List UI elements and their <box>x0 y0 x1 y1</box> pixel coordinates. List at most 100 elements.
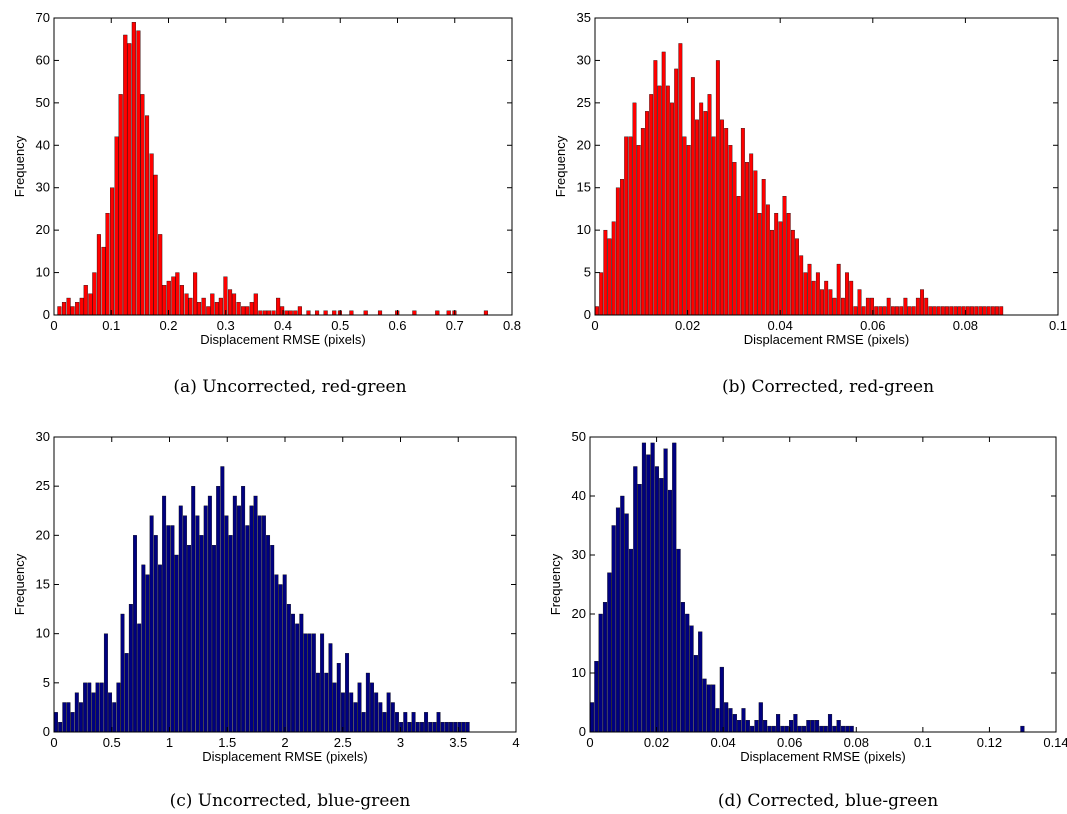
histogram-bar <box>320 633 325 733</box>
histogram-bar <box>840 297 845 316</box>
histogram-bar <box>162 285 167 316</box>
histogram-bar <box>611 221 616 316</box>
histogram-bar <box>444 721 449 733</box>
histogram-bar <box>245 306 250 316</box>
histogram-bar <box>745 720 750 733</box>
histogram-bar <box>141 564 146 733</box>
histogram-bar <box>665 85 670 316</box>
histogram-bar <box>58 721 63 733</box>
histogram-bar <box>689 625 694 733</box>
y-tick-label: 0 <box>43 724 50 739</box>
histogram-bar <box>753 170 758 316</box>
caption-a: (a) Uncorrected, red-green <box>173 377 406 397</box>
histogram-bar <box>197 302 202 316</box>
histogram-bar <box>124 653 129 733</box>
histogram-bar <box>249 302 254 316</box>
histogram-bar <box>836 720 841 733</box>
x-tick-label: 2 <box>281 735 288 750</box>
histogram-bar <box>770 229 774 316</box>
y-tick-label: 40 <box>36 137 50 152</box>
histogram-bar <box>602 602 608 733</box>
histogram-bar <box>284 310 289 316</box>
histogram-bar <box>940 306 945 316</box>
histogram-bar <box>270 544 275 733</box>
histogram-bar <box>178 505 183 733</box>
x-tick-label: 1.5 <box>218 735 236 750</box>
histogram-bar <box>736 196 741 316</box>
histogram-bar <box>711 684 716 733</box>
histogram-bar <box>659 478 664 733</box>
histogram-bar <box>70 712 75 733</box>
x-tick-label: 1 <box>166 735 173 750</box>
histogram-bar <box>363 310 368 316</box>
histogram-bar <box>758 702 763 733</box>
histogram-bar <box>149 153 154 316</box>
histogram-bar <box>278 584 283 733</box>
histogram-bar <box>761 179 766 316</box>
histogram-bar <box>61 302 67 316</box>
histogram-bar <box>88 293 93 316</box>
x-tick-label: 0.7 <box>446 318 464 333</box>
histogram-bar <box>95 682 100 733</box>
y-tick-label: 40 <box>572 488 586 503</box>
x-tick-label: 0 <box>586 735 593 750</box>
histogram-bar <box>845 725 850 733</box>
histogram-bar <box>799 255 804 316</box>
histogram-bar <box>399 721 404 733</box>
y-tick-label: 50 <box>572 429 586 444</box>
x-tick-label: 0.04 <box>768 318 793 333</box>
histogram-bar <box>819 725 824 733</box>
histogram-bar <box>907 306 912 316</box>
x-tick-label: 0 <box>50 735 57 750</box>
histogram-bar <box>207 495 212 733</box>
histogram-bar <box>878 306 883 316</box>
histogram-bar <box>261 515 266 733</box>
x-tick-label: 2.5 <box>334 735 352 750</box>
histogram-bar <box>218 297 223 316</box>
histogram-bar <box>74 692 79 733</box>
histogram-bar <box>412 310 417 316</box>
histogram-bar <box>241 485 246 733</box>
histogram-bar <box>628 548 634 733</box>
histogram-bar <box>776 714 781 733</box>
histogram-bar <box>253 293 258 316</box>
histogram-bar <box>276 297 281 316</box>
histogram-bar <box>220 466 225 733</box>
histogram-bar <box>191 485 196 733</box>
caption-c: (c) Uncorrected, blue-green <box>170 791 411 811</box>
x-tick-label: 0.08 <box>844 735 869 750</box>
histogram-bar <box>603 229 608 316</box>
y-tick-label: 25 <box>36 478 50 493</box>
y-tick-label: 10 <box>36 265 50 280</box>
histogram-bar <box>258 310 263 316</box>
histogram-bar <box>974 306 979 316</box>
histogram-bar <box>419 721 424 733</box>
histogram-bar <box>715 60 720 316</box>
histogram-bar <box>303 633 308 733</box>
histogram-bar <box>763 720 768 733</box>
histogram-bar <box>749 153 754 316</box>
histogram-bar <box>440 721 445 733</box>
histogram-bar <box>206 306 211 316</box>
histogram-bar <box>103 633 108 733</box>
histogram-bar <box>108 692 113 733</box>
histogram-bar <box>184 293 189 316</box>
histogram-bar <box>965 306 970 316</box>
histogram-bar <box>890 306 895 316</box>
histogram-bar <box>175 272 180 316</box>
x-tick-label: 0.3 <box>217 318 235 333</box>
histogram-bar <box>314 310 320 316</box>
histogram-bar <box>140 94 145 316</box>
histogram-bar <box>374 692 379 733</box>
histogram-bar <box>199 535 204 733</box>
y-tick-label: 0 <box>584 307 591 322</box>
histogram-bar <box>179 285 184 316</box>
histogram-bar <box>932 306 937 316</box>
y-tick-label: 0 <box>579 724 586 739</box>
histogram-bar <box>598 613 603 733</box>
histogram-bar <box>828 289 833 316</box>
x-axis-label: Displacement RMSE (pixels) <box>202 749 367 764</box>
histogram-bar <box>424 712 429 733</box>
histogram-bar <box>403 712 408 733</box>
